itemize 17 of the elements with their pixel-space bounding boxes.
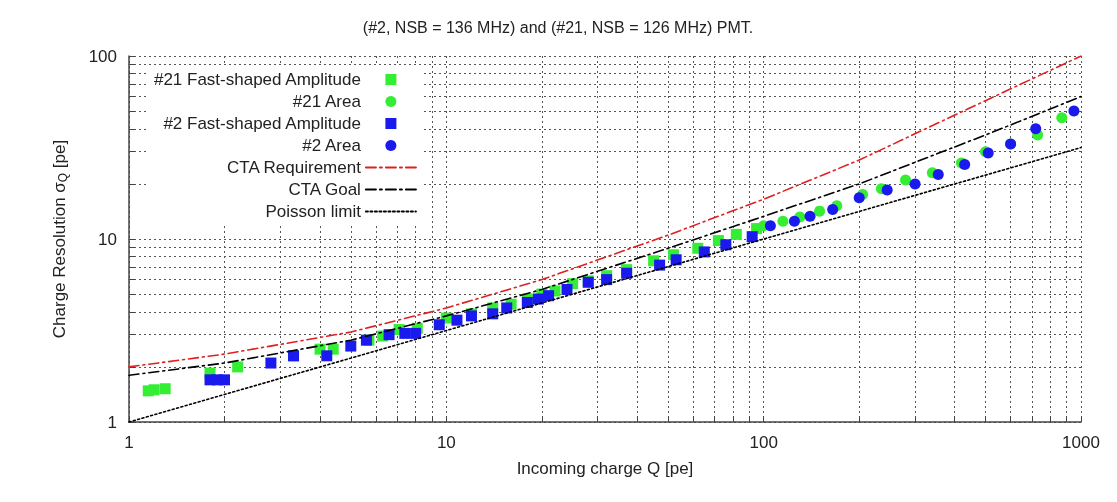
x-tick-label: 1 <box>124 433 134 452</box>
x-tick-label: 100 <box>749 433 778 452</box>
legend-label: #2 Fast-shaped Amplitude <box>163 114 361 133</box>
x-tick-label: 10 <box>436 433 456 452</box>
x-tick-label: 1000 <box>1062 433 1100 452</box>
legend-label: #21 Fast-shaped Amplitude <box>153 70 361 89</box>
legend-label: Poisson limit <box>265 202 362 221</box>
chart-title: (#2, NSB = 136 MHz) and (#21, NSB = 126 MHz) PMT. <box>362 18 754 36</box>
legend-label: #21 Area <box>292 92 362 111</box>
y-tick-label: 10 <box>98 229 117 249</box>
x-axis-title: Incoming charge Q [pe] <box>516 459 694 478</box>
y-tick-label: 100 <box>88 46 117 66</box>
legend-label: CTA Requirement <box>227 158 362 177</box>
legend-label: #2 Area <box>302 136 362 155</box>
y-axis-title: Charge Resolution σQ [pe] <box>49 139 70 339</box>
legend-label: CTA Goal <box>288 180 361 199</box>
y-tick-label: 1 <box>107 412 117 432</box>
